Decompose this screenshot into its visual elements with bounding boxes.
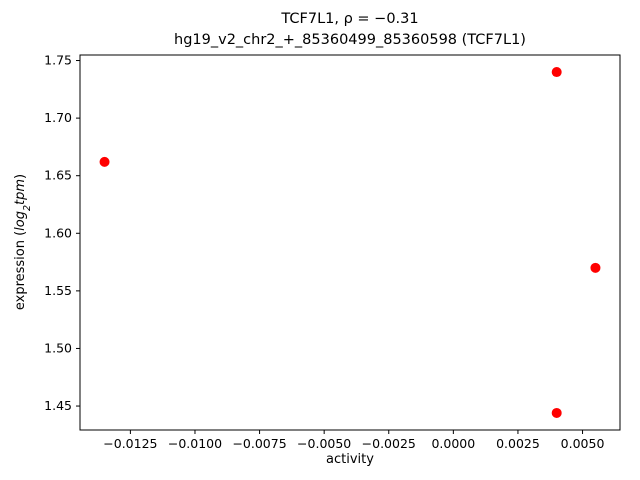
plot-area bbox=[79, 54, 621, 431]
y-tick-label: 1.50 bbox=[44, 340, 72, 355]
y-axis-label-math: log bbox=[13, 211, 28, 231]
data-point bbox=[551, 407, 562, 418]
points-layer bbox=[99, 67, 601, 418]
chart-title: TCF7L1, ρ = −0.31 bbox=[280, 11, 418, 27]
x-tick-label: −0.0075 bbox=[232, 436, 286, 451]
data-point bbox=[551, 67, 562, 78]
y-axis-label-post: ) bbox=[13, 174, 28, 179]
y-tick-label: 1.70 bbox=[44, 110, 72, 125]
chart-subtitle: hg19_v2_chr2_+_85360499_85360598 (TCF7L1… bbox=[174, 32, 526, 48]
x-tick-label: 0.0050 bbox=[561, 436, 605, 451]
y-axis-label-math-rest: tpm bbox=[13, 179, 28, 205]
data-point bbox=[99, 156, 110, 167]
x-tick-label: −0.0100 bbox=[168, 436, 222, 451]
y-tick-label: 1.55 bbox=[44, 283, 72, 298]
data-point bbox=[590, 262, 601, 273]
y-tick-label: 1.65 bbox=[44, 168, 72, 183]
x-tick-label: 0.0000 bbox=[431, 436, 475, 451]
y-tick-label: 1.75 bbox=[44, 53, 72, 68]
x-tick-label: −0.0025 bbox=[362, 436, 416, 451]
x-tick-label: −0.0050 bbox=[297, 436, 351, 451]
x-tick-label: 0.0025 bbox=[496, 436, 540, 451]
y-tick-label: 1.60 bbox=[44, 225, 72, 240]
y-axis-label-pre: expression ( bbox=[13, 231, 28, 310]
y-axis-label-sub: 2 bbox=[22, 205, 33, 211]
x-tick-label: −0.0125 bbox=[103, 436, 157, 451]
ticks-layer: −0.0125 −0.0100 −0.0075 −0.0050 −0.0025 0.000… bbox=[44, 53, 604, 451]
x-axis-label: activity bbox=[326, 452, 374, 467]
y-axis-label: expression (log2tpm) bbox=[13, 174, 33, 310]
y-tick-label: 1.45 bbox=[44, 398, 72, 413]
